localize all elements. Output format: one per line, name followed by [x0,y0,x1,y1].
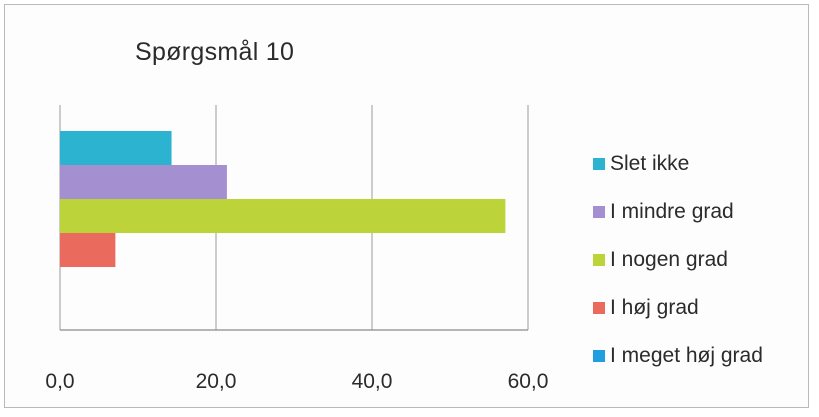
legend-label: I meget høj grad [610,344,763,367]
legend-item: I nogen grad [593,236,763,284]
x-tick-label: 0,0 [45,370,74,393]
x-tick-label: 60,0 [508,370,549,393]
legend-item: I meget høj grad [593,332,763,380]
bar-i-mindre-grad [60,165,227,199]
legend-item: I høj grad [593,284,763,332]
chart-legend: Slet ikke I mindre grad I nogen grad I høj … [593,140,763,380]
legend-swatch [593,254,605,266]
legend-item: I mindre grad [593,188,763,236]
legend-item: Slet ikke [593,140,763,188]
legend-label: I nogen grad [610,248,728,271]
bar-slet-ikke [60,131,172,165]
bar-i-høj-grad [60,233,116,267]
x-tick-label: 40,0 [352,370,393,393]
legend-swatch [593,206,605,218]
chart-title: Spørgsmål 10 [135,38,295,66]
bar-i-nogen-grad [60,199,506,233]
x-tick-label: 20,0 [196,370,237,393]
legend-label: Slet ikke [610,152,690,175]
legend-label: I høj grad [610,296,699,319]
legend-swatch [593,350,605,362]
legend-label: I mindre grad [610,200,734,223]
legend-swatch [593,158,605,170]
legend-swatch [593,302,605,314]
